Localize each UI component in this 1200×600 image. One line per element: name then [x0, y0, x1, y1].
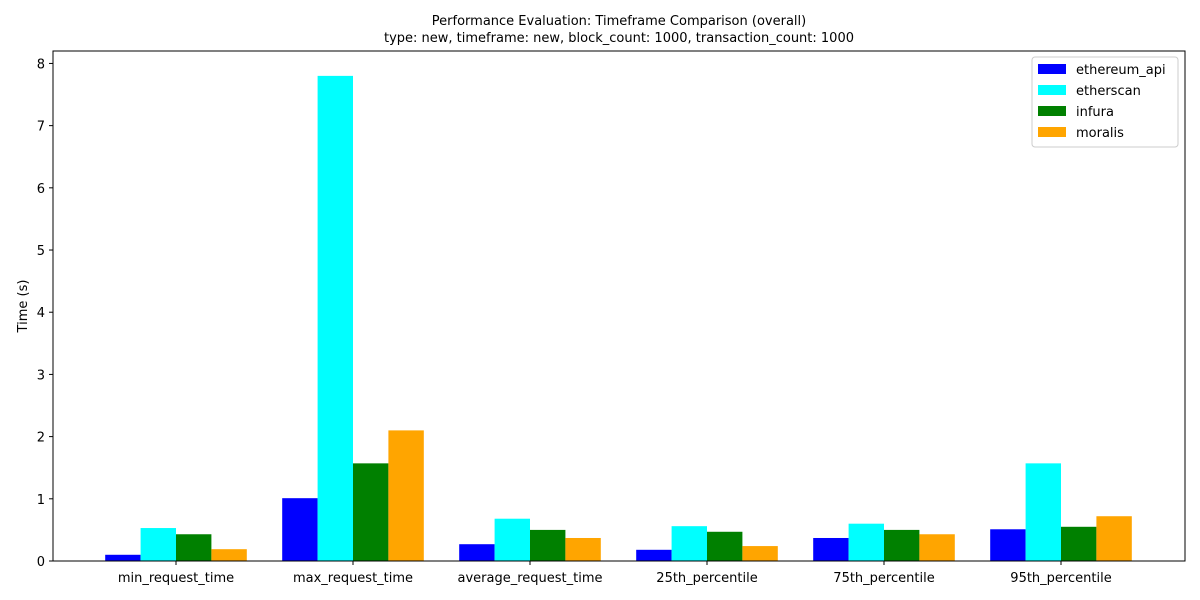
- bar-infura-75th_percentile: [884, 529, 920, 561]
- x-tick-label: 25th_percentile: [656, 571, 757, 586]
- x-axis: min_request_time max_request_time average_…: [118, 561, 1112, 586]
- bar-moralis-average_request_time: [565, 537, 601, 561]
- legend-swatch-moralis: [1038, 127, 1066, 137]
- bar-moralis-75th_percentile: [919, 534, 955, 561]
- x-tick-label: average_request_time: [457, 571, 602, 586]
- bar-ethereum_api-average_request_time: [459, 544, 495, 561]
- x-tick-label: max_request_time: [293, 571, 413, 586]
- legend-label-etherscan: etherscan: [1076, 84, 1141, 99]
- bar-ethereum_api-max_request_time: [282, 498, 318, 561]
- x-tick-label: 75th_percentile: [833, 571, 934, 586]
- bar-moralis-min_request_time: [211, 549, 247, 561]
- bar-ethereum_api-95th_percentile: [990, 529, 1026, 561]
- x-tick-label: min_request_time: [118, 571, 234, 586]
- y-tick-label: 5: [37, 244, 45, 259]
- bar-infura-max_request_time: [353, 463, 389, 561]
- legend-label-moralis: moralis: [1076, 126, 1124, 141]
- bar-infura-average_request_time: [530, 529, 566, 561]
- plot-frame: [52, 50, 1186, 562]
- bar-infura-95th_percentile: [1061, 526, 1097, 561]
- bar-etherscan-average_request_time: [494, 518, 530, 561]
- y-axis: 0 1 2 3 4 5 6 7 8: [37, 57, 53, 570]
- bar-infura-min_request_time: [176, 534, 212, 561]
- y-tick-label: 3: [37, 368, 45, 383]
- legend-swatch-infura: [1038, 106, 1066, 116]
- y-tick-label: 4: [37, 306, 45, 321]
- bar-ethereum_api-25th_percentile: [636, 549, 672, 561]
- y-tick-label: 7: [37, 120, 45, 135]
- y-axis-label: Time (s): [16, 280, 31, 334]
- bar-ethereum_api-min_request_time: [105, 554, 141, 561]
- legend-label-ethereum_api: ethereum_api: [1076, 63, 1166, 78]
- legend: ethereum_api etherscan infura moralis: [1031, 56, 1179, 148]
- bars-group: [105, 75, 1132, 561]
- legend-swatch-ethereum_api: [1038, 64, 1066, 74]
- legend-swatch-etherscan: [1038, 85, 1066, 95]
- bar-moralis-95th_percentile: [1096, 516, 1132, 561]
- y-tick-label: 6: [37, 182, 45, 197]
- legend-box: [1031, 56, 1179, 148]
- bar-etherscan-max_request_time: [317, 75, 353, 561]
- x-tick-label: 95th_percentile: [1010, 571, 1111, 586]
- chart-title: Performance Evaluation: Timeframe Compar…: [432, 14, 806, 29]
- y-tick-label: 0: [37, 555, 45, 570]
- bar-infura-25th_percentile: [707, 531, 743, 561]
- bar-moralis-25th_percentile: [742, 546, 778, 561]
- y-tick-label: 8: [37, 57, 45, 72]
- bar-moralis-max_request_time: [388, 430, 424, 561]
- chart-subtitle: type: new, timeframe: new, block_count: …: [384, 31, 854, 46]
- y-tick-label: 2: [37, 431, 45, 446]
- legend-label-infura: infura: [1076, 105, 1114, 120]
- y-tick-label: 1: [37, 493, 45, 508]
- bar-etherscan-25th_percentile: [671, 526, 707, 561]
- bar-etherscan-75th_percentile: [848, 523, 884, 561]
- bar-etherscan-95th_percentile: [1025, 463, 1061, 561]
- bar-ethereum_api-75th_percentile: [813, 537, 849, 561]
- bar-etherscan-min_request_time: [140, 528, 176, 561]
